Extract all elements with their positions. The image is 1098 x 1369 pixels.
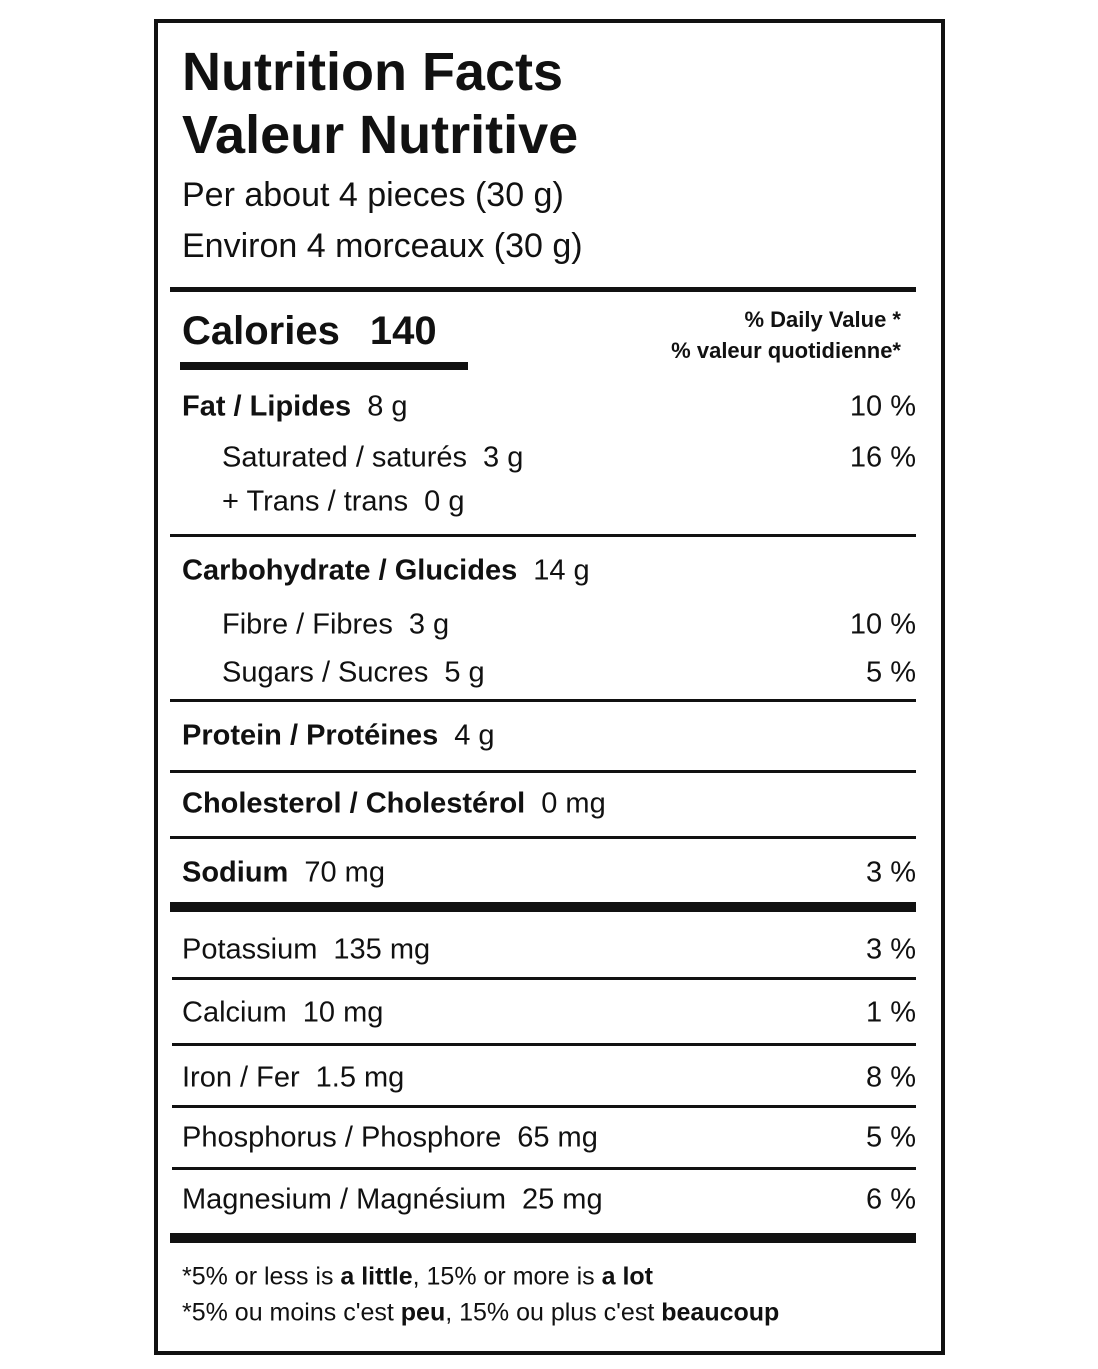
nutrient-amount: 3 g <box>408 608 450 641</box>
footnote-text: *5% ou moins c'est <box>182 1298 401 1327</box>
nutrient-amount: 135 mg <box>333 933 431 966</box>
rule <box>170 287 916 292</box>
nutrient-amount: 0 g <box>424 485 465 518</box>
calories: Calories 140 <box>182 311 437 351</box>
daily-value-header: % valeur quotidienne* <box>671 338 901 363</box>
nutrient-amount: 4 g <box>454 719 495 752</box>
daily-value: 3 % <box>866 856 916 889</box>
rule <box>170 902 916 912</box>
serving-size: Per about 4 pieces (30 g) <box>182 176 564 214</box>
footnote-text: , 15% ou plus c'est <box>445 1298 662 1327</box>
nutrient-name: Carbohydrate / Glucides <box>182 554 518 587</box>
nutrient-row: Cholesterol / Cholestérol 0 mg <box>182 787 606 820</box>
daily-value: 16 % <box>849 441 916 474</box>
nutrient-amount: 14 g <box>533 554 590 587</box>
daily-value: 5 % <box>866 656 916 689</box>
footnote-text: a lot <box>601 1262 653 1291</box>
nutrient-name: + Trans / trans <box>222 485 409 518</box>
daily-value: 1 % <box>866 996 916 1029</box>
nutrient-row: Saturated / saturés 3 g <box>222 441 524 474</box>
daily-value: 10 % <box>849 390 916 423</box>
nutrient-amount: 1.5 mg <box>315 1061 405 1094</box>
nutrient-name: Sugars / Sucres <box>222 656 429 689</box>
nutrient-amount: 70 mg <box>304 856 385 889</box>
nutrient-amount: 3 g <box>483 441 524 474</box>
footnote: *5% or less is a little, 15% or more is … <box>182 1262 653 1291</box>
calories-label: Calories <box>182 309 340 353</box>
rule <box>170 770 916 773</box>
nutrient-amount: 25 mg <box>521 1183 603 1216</box>
calories-value: 140 <box>369 309 437 353</box>
label-border <box>154 19 945 1355</box>
nutrient-row: Iron / Fer 1.5 mg <box>182 1061 405 1094</box>
daily-value: 8 % <box>866 1061 916 1094</box>
daily-value: 5 % <box>866 1121 916 1154</box>
nutrient-row: Sodium 70 mg <box>182 856 385 889</box>
title: Nutrition Facts <box>182 42 564 102</box>
footnote-text: a little <box>340 1262 413 1291</box>
nutrient-row: Fat / Lipides 8 g <box>182 390 408 423</box>
nutrient-row: Carbohydrate / Glucides 14 g <box>182 554 590 587</box>
nutrient-amount: 0 mg <box>541 787 606 820</box>
rule <box>172 1105 916 1108</box>
daily-value: 3 % <box>866 933 916 966</box>
serving-size: Environ 4 morceaux (30 g) <box>182 227 583 265</box>
nutrient-name: Cholesterol / Cholestérol <box>182 787 526 820</box>
daily-value: 6 % <box>866 1183 916 1216</box>
rule <box>172 1043 916 1046</box>
rule <box>170 699 916 702</box>
nutrient-name: Protein / Protéines <box>182 719 439 752</box>
nutrient-amount: 5 g <box>444 656 485 689</box>
nutrient-name: Saturated / saturés <box>222 441 468 474</box>
rule <box>172 1167 916 1170</box>
nutrient-row: Calcium 10 mg <box>182 996 384 1029</box>
nutrient-name: Calcium <box>182 996 287 1029</box>
rule <box>180 362 468 370</box>
nutrient-amount: 8 g <box>367 390 408 423</box>
rule <box>172 977 916 980</box>
nutrient-row: Phosphorus / Phosphore 65 mg <box>182 1121 598 1154</box>
rule <box>170 534 916 537</box>
daily-value-header: % Daily Value * <box>744 307 901 332</box>
nutrient-name: Magnesium / Magnésium <box>182 1183 506 1216</box>
footnote-text: *5% or less is <box>182 1262 341 1291</box>
footnote-text: beaucoup <box>661 1298 780 1327</box>
nutrient-row: + Trans / trans 0 g <box>222 485 465 518</box>
nutrient-row: Sugars / Sucres 5 g <box>222 656 485 689</box>
nutrient-name: Sodium <box>182 856 289 889</box>
footnote-text: , 15% or more is <box>412 1262 602 1291</box>
nutrient-amount: 10 mg <box>302 996 384 1029</box>
nutrient-name: Iron / Fer <box>182 1061 300 1094</box>
nutrient-row: Potassium 135 mg <box>182 933 431 966</box>
nutrient-name: Fat / Lipides <box>182 390 352 423</box>
rule <box>170 1233 916 1243</box>
nutrient-row: Protein / Protéines 4 g <box>182 719 495 752</box>
nutrient-amount: 65 mg <box>517 1121 598 1154</box>
nutrient-name: Fibre / Fibres <box>222 608 393 641</box>
footnote: *5% ou moins c'est peu, 15% ou plus c'es… <box>182 1298 780 1327</box>
nutrient-name: Phosphorus / Phosphore <box>182 1121 502 1154</box>
nutrient-row: Fibre / Fibres 3 g <box>222 608 450 641</box>
nutrient-row: Magnesium / Magnésium 25 mg <box>182 1183 603 1216</box>
rule <box>170 836 916 839</box>
footnote-text: peu <box>400 1298 446 1327</box>
title: Valeur Nutritive <box>182 105 579 165</box>
daily-value: 10 % <box>849 608 916 641</box>
nutrient-name: Potassium <box>182 933 318 966</box>
